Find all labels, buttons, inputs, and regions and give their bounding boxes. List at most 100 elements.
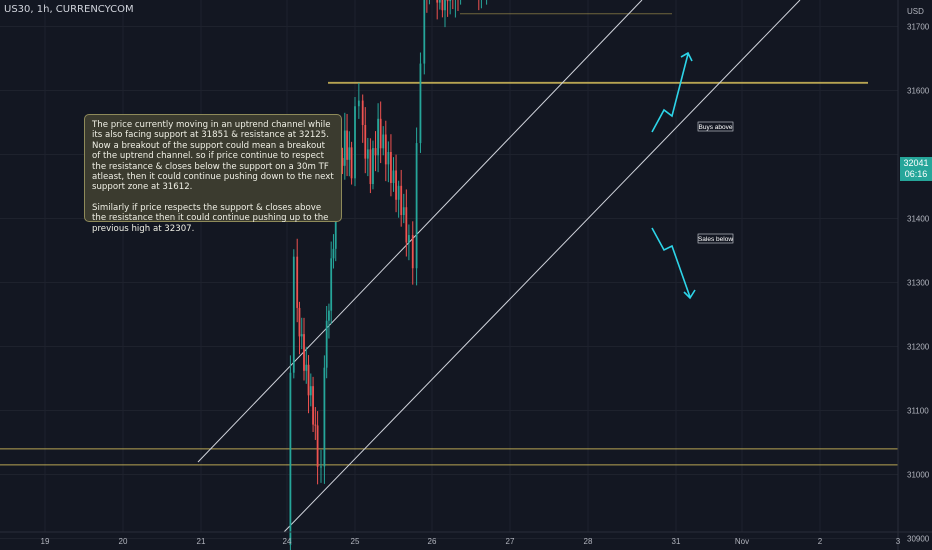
time-tick-label: 26	[428, 537, 437, 546]
candle-body	[377, 118, 379, 156]
candle-body	[298, 307, 301, 337]
candle-body	[309, 386, 312, 396]
candle-body	[374, 148, 377, 156]
chart-grid	[0, 0, 899, 539]
price-tick-label: 31700	[907, 23, 930, 32]
candle-body	[357, 100, 360, 107]
candle-body	[392, 170, 395, 183]
candle-body	[449, 0, 452, 2]
candle-body	[395, 170, 397, 200]
candle-body	[444, 0, 446, 11]
price-tick-label: 31200	[907, 343, 930, 352]
candle-body	[446, 0, 449, 2]
currency-label: USD	[907, 7, 924, 16]
candle-body	[400, 185, 403, 216]
candle-body	[382, 134, 385, 149]
candle-body	[314, 424, 317, 426]
time-tick-label: Nov	[735, 537, 749, 546]
candle-body	[346, 130, 348, 160]
candle-body	[312, 386, 314, 425]
price-axis: USD 30900 31000 31100 31200 31300 31400 31600 31…	[897, 0, 930, 550]
candle-body	[366, 149, 369, 159]
price-tick-label: 30900	[907, 535, 930, 544]
buys-above-label-text: Buys above	[699, 124, 733, 131]
symbol-title: US30, 1h, CURRENCYCOM	[4, 4, 134, 15]
candle-body	[292, 256, 295, 373]
candle-body	[397, 185, 400, 200]
time-tick-label: 27	[506, 537, 515, 546]
candle-body	[341, 157, 344, 166]
time-tick-label: 24	[283, 537, 292, 546]
candle-body	[390, 152, 392, 183]
candle-body	[441, 0, 444, 11]
candle-body	[350, 147, 353, 179]
last-price-value: 32041	[903, 158, 929, 168]
time-tick-label: 3	[896, 537, 901, 546]
down-projection-arrow	[651, 227, 691, 298]
candle-body	[343, 130, 346, 166]
buys-above-label: Buys above	[697, 121, 734, 132]
candle-body	[305, 364, 308, 371]
candle-body	[438, 0, 441, 3]
candle-body	[332, 248, 335, 259]
time-tick-label: 2	[818, 537, 823, 546]
candle-body	[328, 310, 330, 321]
candle-body	[408, 235, 410, 243]
channel-upper-line	[197, 0, 643, 463]
candle-body	[354, 106, 356, 179]
candle-body	[296, 256, 299, 308]
candle-body	[307, 364, 310, 396]
note-paragraph-2: Similarly if price respects the support …	[92, 202, 329, 234]
uptrend-channel	[197, 0, 801, 533]
candle-body	[334, 198, 337, 249]
candle-body	[320, 466, 322, 468]
candle-countdown: 06:16	[904, 169, 928, 179]
up-arrowhead-icon	[680, 51, 693, 62]
time-tick-label: 25	[351, 537, 360, 546]
candle-body	[369, 149, 372, 185]
time-tick-label: 31	[672, 537, 681, 546]
analysis-note[interactable]: The price currently moving in an uptrend…	[84, 114, 342, 234]
candle-body	[405, 207, 408, 243]
last-price-badge: 32041 06:16	[900, 157, 932, 181]
candle-body	[316, 425, 319, 467]
candle-body	[330, 258, 333, 311]
up-projection-arrow	[651, 53, 689, 133]
candle-body	[436, 0, 439, 3]
sales-below-label-box	[697, 233, 734, 244]
price-tick-label: 31100	[907, 407, 929, 416]
price-tick-label: 31600	[907, 87, 930, 96]
candle-body	[364, 124, 367, 159]
time-axis: 19 20 21 24 25 26 27 28 31 Nov 2 3	[0, 531, 932, 546]
time-tick-label: 28	[584, 537, 593, 546]
sales-below-label-text: Sales below	[698, 236, 733, 243]
down-arrowhead-icon	[683, 289, 696, 300]
candle-body	[423, 0, 426, 64]
candle-body	[323, 367, 326, 467]
candle-body	[387, 152, 390, 165]
channel-lower-line	[283, 0, 801, 533]
candle-body	[325, 320, 328, 368]
projection-arrows	[651, 51, 696, 300]
candle-body	[411, 235, 414, 269]
candle-body	[300, 334, 303, 337]
candle-body	[384, 134, 387, 165]
time-tick-label: 19	[41, 537, 50, 546]
candle-body	[402, 207, 405, 216]
candle-body	[419, 63, 422, 144]
candle-body	[348, 147, 351, 160]
candle-body	[361, 100, 364, 125]
buys-above-label-box	[697, 121, 734, 132]
note-paragraph-1: The price currently moving in an uptrend…	[92, 120, 334, 193]
candle-body	[415, 143, 418, 269]
horizontal-levels	[0, 13, 898, 466]
time-tick-label: 20	[119, 537, 128, 546]
candle-body	[372, 148, 374, 185]
candle-body	[379, 118, 382, 149]
candle-body	[289, 372, 292, 545]
price-tick-label: 31400	[907, 215, 930, 224]
sales-below-label: Sales below	[697, 233, 734, 244]
price-tick-label: 31300	[907, 279, 930, 288]
